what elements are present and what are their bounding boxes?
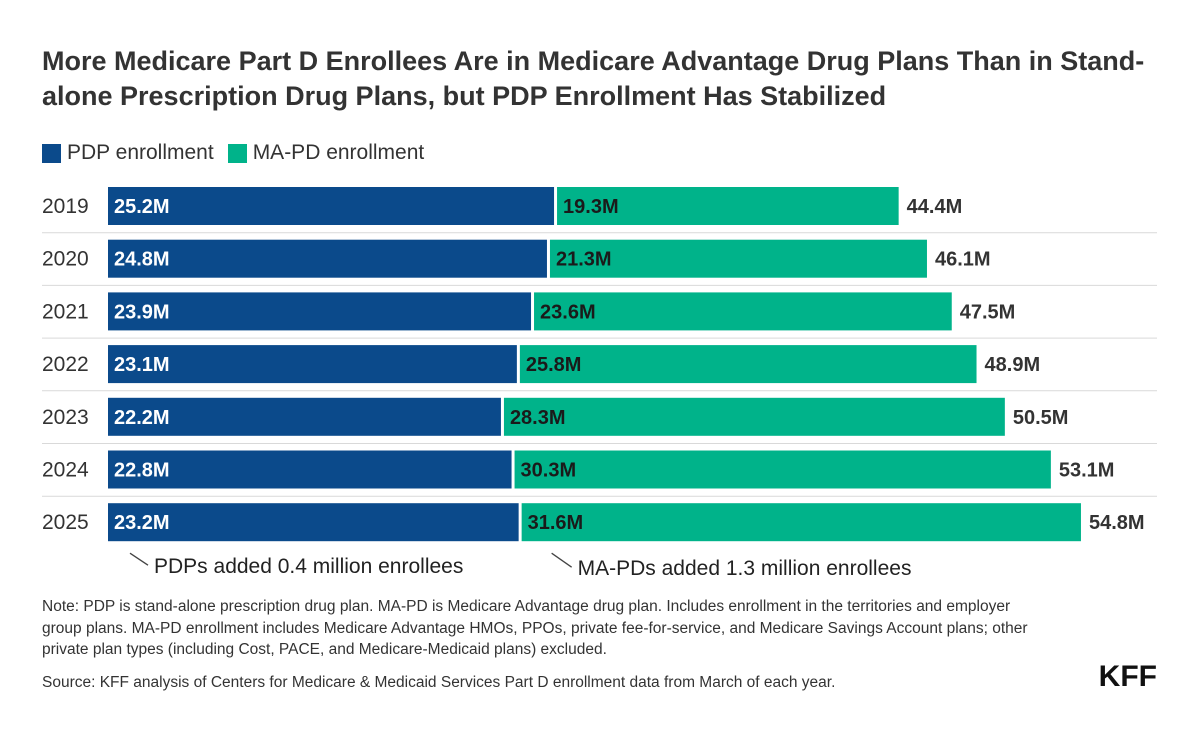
bar-mapd	[519, 345, 977, 384]
bar-label-mapd: 25.8M	[526, 354, 582, 376]
bar-label-pdp: 24.8M	[114, 249, 170, 271]
chart-title: More Medicare Part D Enrollees Are in Me…	[42, 46, 1145, 111]
bar-pdp	[108, 239, 547, 278]
category-label: 2019	[42, 195, 89, 218]
stacked-bar-chart: 2019 25.2M 19.3M 44.4M 2020 24.8M 21.3M 46.1M 20…	[42, 187, 1157, 580]
bar-label-pdp: 23.9M	[114, 301, 170, 323]
total-label: 54.8M	[1089, 512, 1145, 534]
bar-mapd	[514, 450, 1051, 489]
total-label: 50.5M	[1013, 407, 1069, 429]
bar-pdp	[108, 503, 519, 542]
bar-label-pdp: 22.8M	[114, 460, 170, 482]
total-label: 46.1M	[935, 249, 991, 271]
bar-label-mapd: 31.6M	[528, 512, 584, 534]
bar-pdp	[108, 187, 555, 225]
total-label: 47.5M	[960, 301, 1016, 323]
bar-pdp	[108, 345, 517, 384]
total-label: 44.4M	[907, 196, 963, 218]
category-label: 2021	[42, 300, 89, 323]
legend-swatch-mapd	[227, 143, 247, 163]
bar-label-mapd: 19.3M	[563, 196, 619, 218]
category-label: 2024	[42, 459, 89, 482]
bar-mapd	[557, 187, 899, 225]
total-label: 53.1M	[1059, 460, 1115, 482]
annotation-tick-pdp	[129, 552, 149, 566]
bar-label-pdp: 25.2M	[114, 196, 170, 218]
legend-label-pdp: PDP enrollment	[67, 141, 214, 164]
bar-label-mapd: 30.3M	[521, 460, 577, 482]
chart-note: Note: PDP is stand-alone prescription dr…	[42, 598, 1028, 658]
bar-label-pdp: 23.2M	[114, 512, 170, 534]
chart-legend: PDP enrollment MA-PD enrollment	[42, 140, 424, 166]
bar-mapd	[503, 397, 1005, 436]
bar-pdp	[108, 292, 532, 331]
annotation-pdp: PDPs added 0.4 million enrollees	[154, 555, 463, 578]
bar-label-mapd: 23.6M	[540, 301, 596, 323]
annotation-mapd: MA-PDs added 1.3 million enrollees	[578, 557, 912, 580]
category-label: 2023	[42, 406, 89, 429]
legend-label-mapd: MA-PD enrollment	[252, 141, 425, 164]
legend-item-mapd: MA-PD enrollment	[227, 141, 425, 165]
annotation-tick-mapd	[551, 552, 573, 568]
bar-label-pdp: 23.1M	[114, 354, 170, 376]
bar-label-pdp: 22.2M	[114, 407, 170, 429]
kff-logo: KFF	[1098, 660, 1157, 693]
bar-label-mapd: 28.3M	[510, 407, 566, 429]
category-label: 2025	[42, 511, 89, 534]
legend-item-pdp: PDP enrollment	[42, 141, 214, 165]
category-label: 2022	[42, 353, 89, 376]
bar-mapd	[534, 292, 952, 331]
bar-pdp	[108, 397, 501, 436]
legend-swatch-pdp	[42, 143, 61, 163]
category-label: 2020	[42, 248, 89, 271]
chart-source: Source: KFF analysis of Centers for Medi…	[42, 674, 836, 691]
bar-label-mapd: 21.3M	[556, 249, 612, 271]
bar-mapd	[521, 503, 1081, 542]
bar-pdp	[108, 450, 512, 489]
bar-mapd	[549, 239, 927, 278]
total-label: 48.9M	[985, 354, 1041, 376]
